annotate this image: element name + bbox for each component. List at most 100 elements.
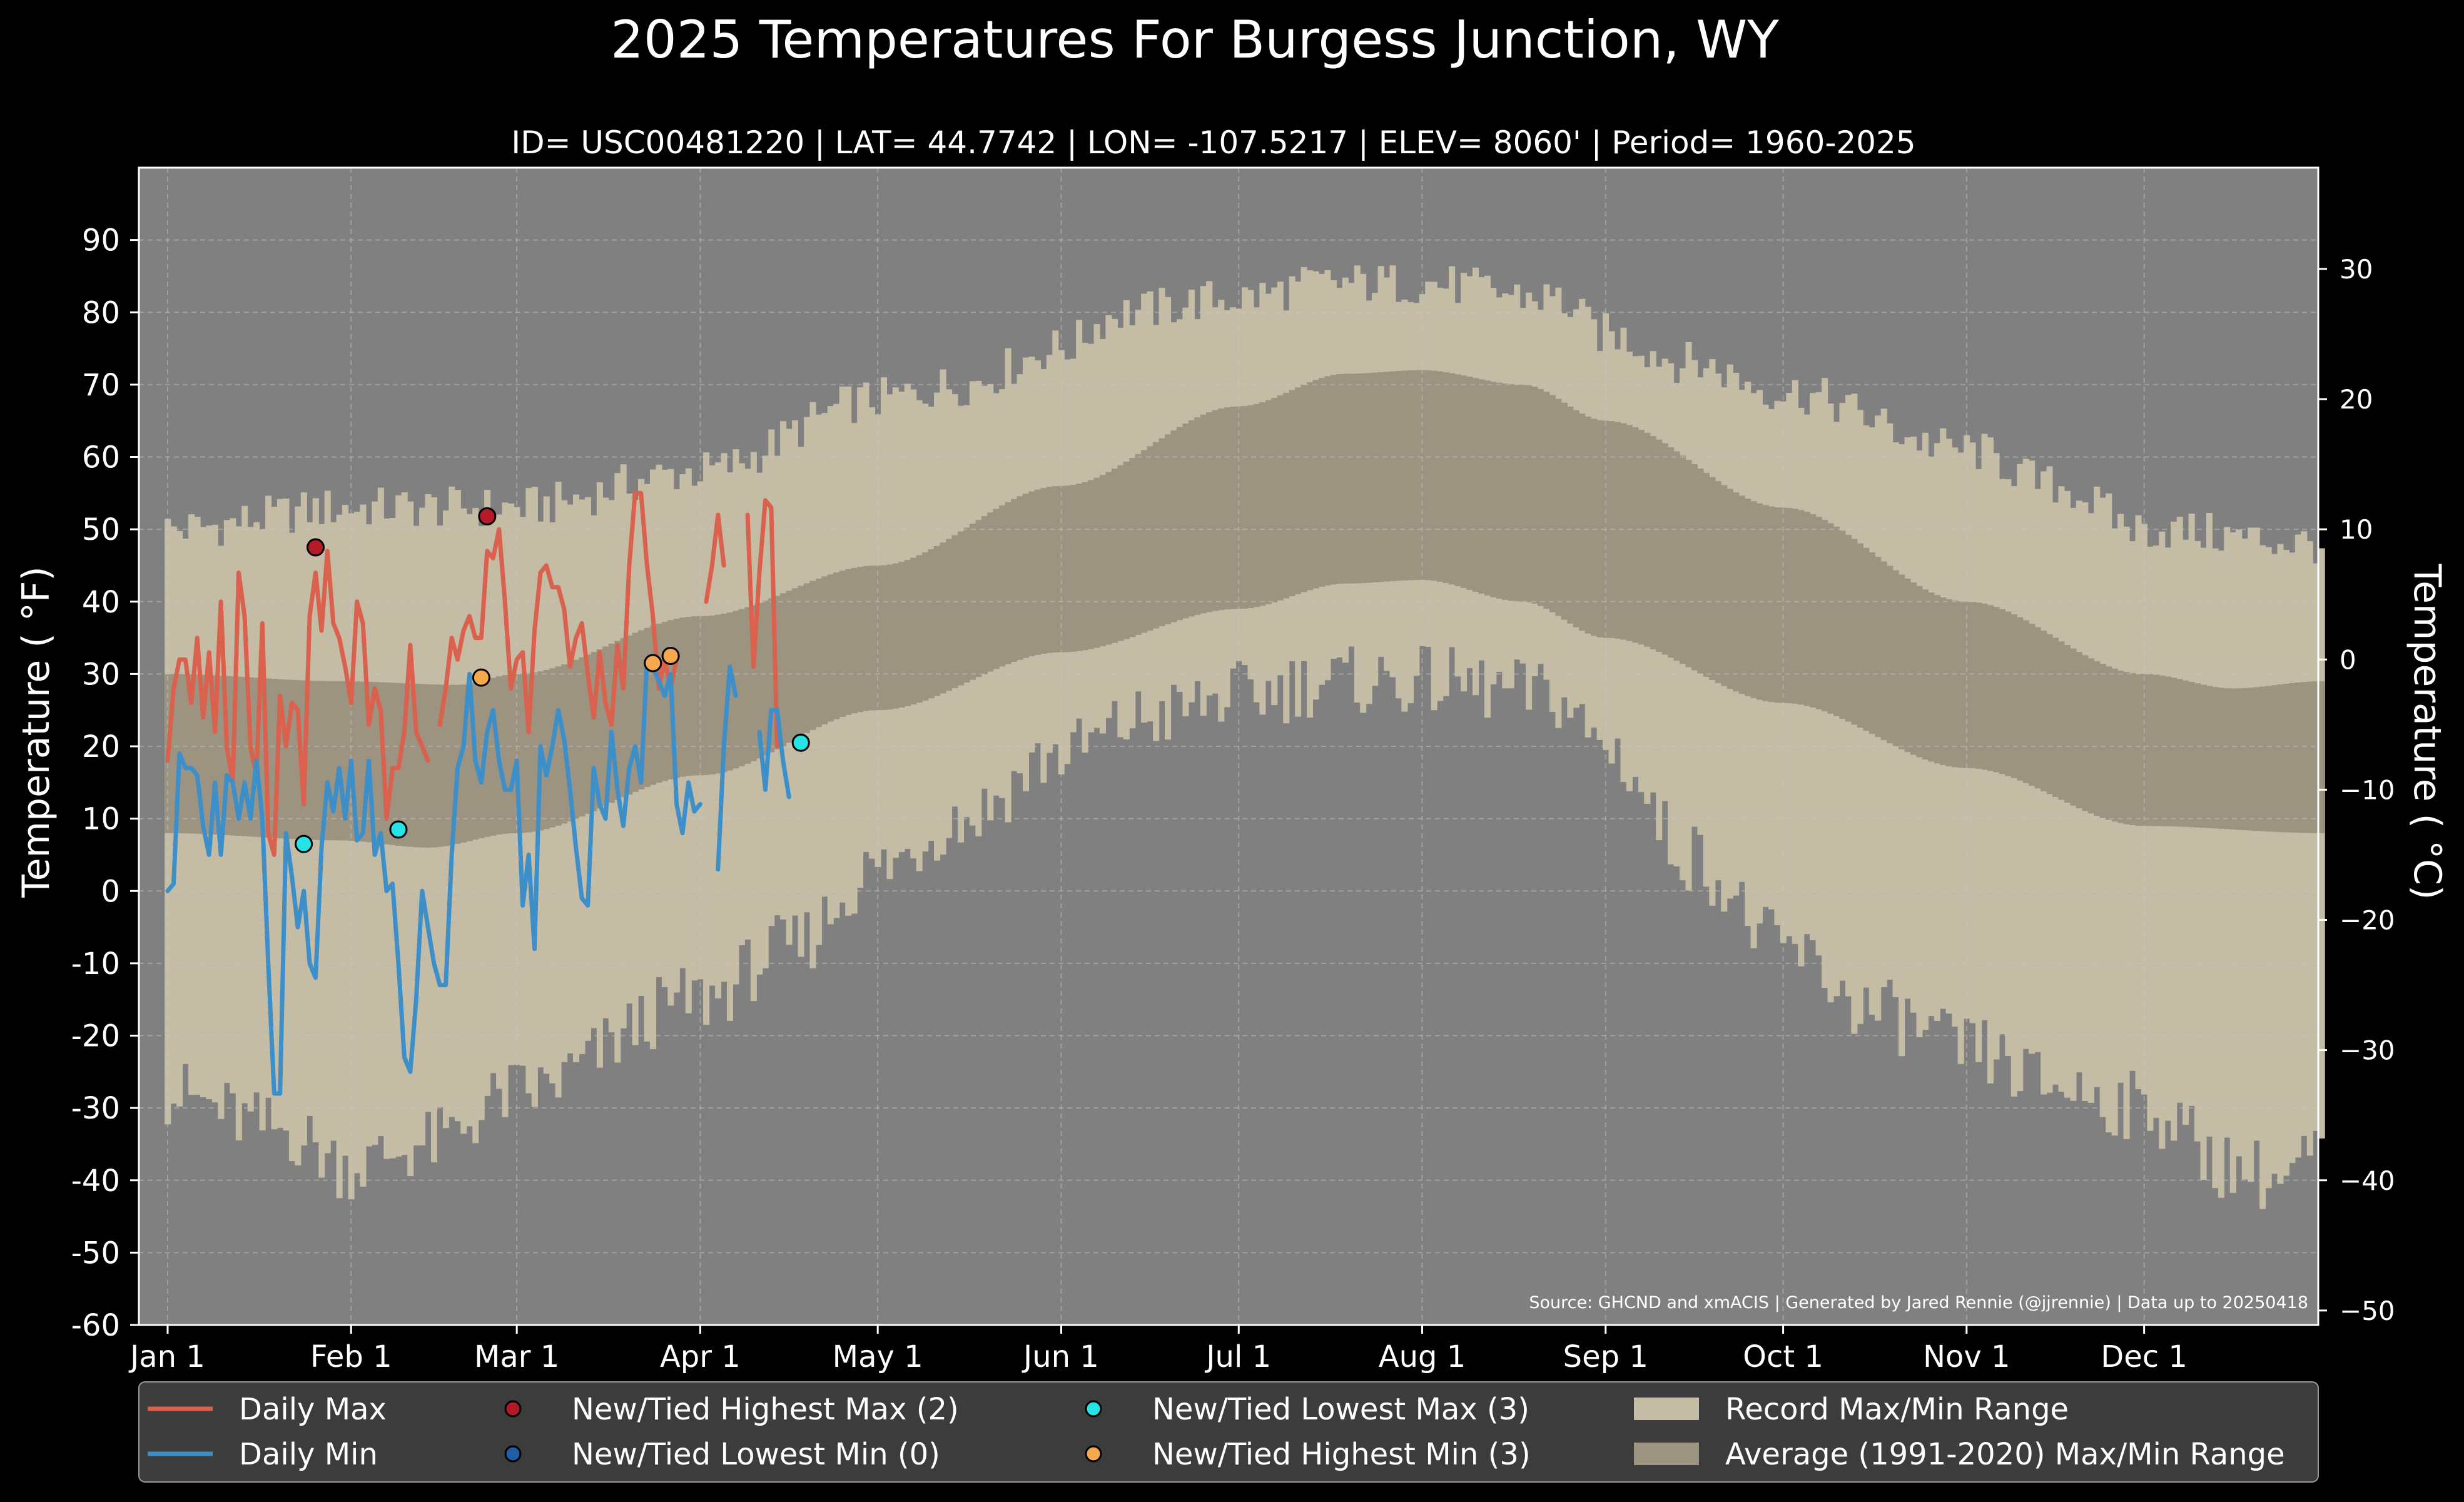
average-range-bar (324, 681, 331, 841)
average-range-bar (484, 679, 491, 837)
average-range-bar (756, 602, 763, 759)
average-range-bar (910, 557, 917, 705)
average-range-bar (2218, 688, 2224, 829)
record-range-bar (2306, 541, 2313, 1156)
average-range-bar (1999, 609, 2005, 774)
average-range-bar (1496, 382, 1503, 599)
average-range-bar (283, 679, 290, 839)
average-range-bar (579, 657, 586, 817)
average-range-bar (869, 566, 876, 711)
average-range-bar (916, 555, 923, 703)
average-range-bar (1111, 469, 1118, 643)
x-tick-label: Sep 1 (1563, 1339, 1648, 1374)
average-range-bar (1981, 603, 1988, 770)
average-range-bar (2241, 688, 2248, 831)
average-range-bar (709, 615, 716, 774)
average-range-bar (1822, 519, 1828, 712)
average-range-bar (1200, 414, 1207, 614)
average-range-bar (342, 681, 349, 841)
record-range-bar (2224, 527, 2231, 1138)
average-range-bar (330, 681, 337, 841)
legend: Daily Max Daily Min New/Tied Highest Max (… (138, 1381, 2319, 1483)
record-range-bar (2289, 552, 2296, 1164)
average-range-bar (1342, 373, 1349, 584)
highest-min-point (661, 646, 680, 665)
average-range-bar (1969, 602, 1976, 768)
average-range-bar (2111, 668, 2118, 822)
average-range-bar (1573, 410, 1579, 627)
average-range-bar (241, 677, 248, 836)
average-range-bar (827, 574, 834, 722)
average-range-bar (449, 684, 455, 845)
average-range-bar (1011, 499, 1018, 662)
average-range-bar (1295, 387, 1302, 594)
average-range-bar (2123, 672, 2130, 825)
average-range-bar (2176, 679, 2183, 827)
y-tick-label: 80 (82, 295, 120, 330)
average-range-bar (1206, 412, 1213, 612)
average-range-bar (1212, 410, 1219, 611)
average-range-bar (644, 627, 651, 788)
average-range-bar (620, 638, 627, 798)
average-range-bar (1928, 592, 1935, 762)
average-range-bar (809, 581, 816, 730)
average-range-bar (1336, 374, 1343, 584)
record-range-bar (348, 513, 355, 1200)
average-range-bar (2159, 675, 2166, 826)
average-range-bar (922, 552, 929, 701)
average-range-bar (2147, 674, 2154, 826)
average-range-bar (211, 675, 219, 835)
average-range-bar (656, 623, 662, 783)
average-range-bar (1608, 421, 1615, 638)
average-range-bar (2099, 664, 2106, 818)
average-range-bar (975, 520, 982, 677)
average-range-bar (1768, 506, 1775, 703)
average-range-bar (2301, 682, 2308, 833)
lowest-max-point (389, 820, 408, 839)
average-range-bar (2164, 676, 2171, 826)
average-range-bar (1135, 454, 1142, 635)
average-range-bar (1454, 374, 1461, 586)
average-range-bar (969, 524, 976, 680)
average-range-bar (1017, 496, 1023, 660)
average-range-bar (1384, 372, 1391, 582)
average-range-bar (2171, 677, 2178, 827)
average-range-bar (1922, 589, 1929, 760)
average-range-bar (1040, 488, 1047, 654)
record-range-bar (2164, 547, 2171, 1121)
average-range-bar (2306, 681, 2313, 833)
average-range-bar (1945, 599, 1952, 766)
average-range-bar (1810, 514, 1817, 708)
average-range-bar (307, 681, 313, 840)
average-range-bar (2087, 658, 2094, 814)
average-range-bar (2141, 674, 2147, 826)
daily-max-line (704, 512, 726, 604)
average-range-bar (1431, 370, 1437, 581)
average-range-bar (1887, 566, 1894, 744)
average-range-bar (1673, 451, 1680, 661)
average-range-bar (1733, 492, 1740, 692)
average-range-bar (2183, 680, 2189, 827)
record-range-bar (2123, 526, 2130, 1139)
record-range-bar (2301, 531, 2308, 1136)
average-range-bar (1176, 427, 1183, 621)
average-range-bar (1478, 379, 1485, 594)
y-tick-label: -30 (71, 1091, 120, 1126)
average-range-bar (1738, 495, 1745, 694)
average-range-bar (218, 676, 225, 835)
average-range-bar (1975, 602, 1982, 769)
average-range-bar (1022, 494, 1030, 658)
record-range-bar (2171, 521, 2178, 1141)
average-range-bar (1726, 489, 1733, 689)
x-tick-label: Dec 1 (2101, 1339, 2188, 1374)
average-range-bar (1461, 375, 1468, 588)
lowest-max-point (295, 835, 313, 853)
y-tick-label: -60 (71, 1308, 120, 1343)
average-range-bar (1839, 530, 1846, 719)
average-range-bar (1656, 439, 1663, 652)
average-range-bar (649, 626, 657, 785)
average-range-bar (1147, 446, 1153, 631)
average-range-bar (2206, 686, 2213, 828)
average-range-bar (2058, 641, 2065, 800)
